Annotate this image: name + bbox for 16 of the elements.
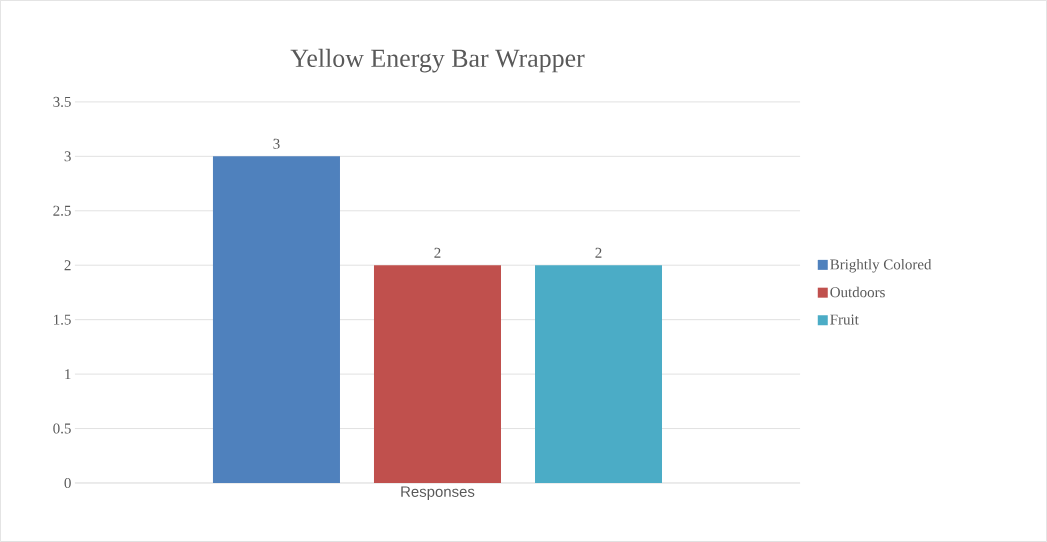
- y-tick-label: 0: [64, 477, 71, 489]
- data-label: 3: [273, 138, 280, 149]
- y-tick-label: 2: [64, 260, 71, 271]
- chart-title: Yellow Energy Bar Wrapper: [290, 48, 585, 73]
- legend-label: Brightly Colored: [830, 258, 932, 273]
- y-tick-label: 0.5: [53, 423, 71, 434]
- data-label: 2: [434, 247, 441, 258]
- x-tick-label: Responses: [401, 486, 475, 500]
- y-tick-label: 1.5: [54, 314, 71, 325]
- legend-label: Outdoors: [830, 286, 885, 298]
- y-tick-label: 2.5: [53, 205, 71, 216]
- legend-label: Fruit: [830, 314, 859, 325]
- y-tick-label: 1: [65, 369, 71, 380]
- data-label: 2: [595, 247, 602, 258]
- y-tick-label: 3: [64, 151, 71, 162]
- y-tick-label: 3.5: [53, 96, 71, 108]
